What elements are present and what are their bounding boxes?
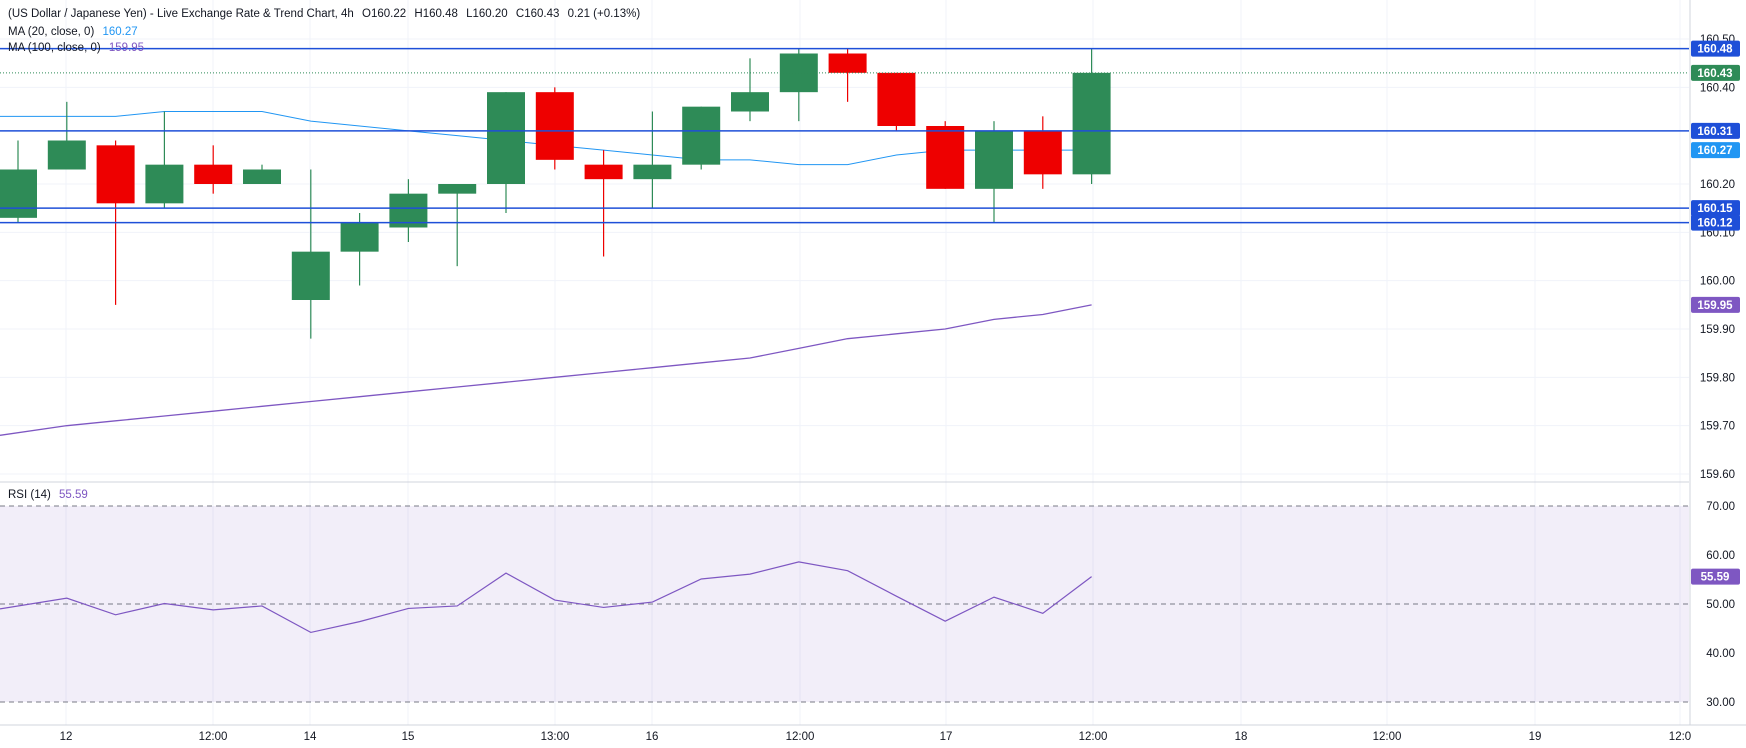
ohlc-low: L160.20 — [466, 8, 508, 20]
level-price-tag: 160.31 — [1697, 126, 1733, 138]
candle-bearish — [926, 126, 965, 189]
level-price-tag-bg — [1691, 40, 1740, 57]
price-tick-label: 160.40 — [1700, 82, 1735, 94]
candle-bullish — [291, 251, 330, 300]
price-tick-label: 159.80 — [1700, 372, 1735, 384]
ma100-price-tag-bg — [1691, 296, 1740, 313]
current-price-tag-bg — [1691, 64, 1740, 81]
candle-bullish — [340, 222, 379, 252]
ohlc-close: C160.43 — [515, 8, 560, 20]
candle-bullish — [0, 169, 37, 218]
ma100-price-tag: 159.95 — [1697, 300, 1733, 312]
candle-bullish — [975, 130, 1013, 189]
candle-bearish — [584, 164, 623, 180]
chart-legend-title: (US Dollar / Japanese Yen) - Live Exchan… — [8, 8, 645, 20]
legend-rsi[interactable]: RSI (14) 55.59 — [8, 489, 93, 501]
ohlc-change: 0.21 (+0.13%) — [567, 8, 641, 20]
ma20-price-tag-bg — [1691, 142, 1740, 159]
time-tick-label: 13:00 — [541, 731, 570, 743]
time-tick-label: 12:00 — [1079, 731, 1108, 743]
candle-bullish — [389, 193, 428, 228]
current-price-tag: 160.43 — [1697, 68, 1732, 80]
candle-bullish — [633, 164, 672, 180]
ma20-value: 160.27 — [102, 26, 138, 38]
level-lines — [0, 47, 1689, 224]
ohlc-high: H160.48 — [414, 8, 458, 20]
level-price-tag-bg — [1691, 214, 1740, 231]
time-tick-label: 12:00 — [199, 731, 228, 743]
rsi-tick-label: 30.00 — [1706, 697, 1735, 709]
time-tick-label: 15 — [402, 731, 415, 743]
ohlc-open: O160.22 — [362, 8, 407, 20]
level-price-tag-bg — [1691, 200, 1740, 217]
rsi-line — [0, 561, 1092, 634]
rsi-tick-label: 50.00 — [1706, 599, 1735, 611]
rsi-tick-label: 70.00 — [1706, 501, 1735, 513]
time-tick-label: 18 — [1235, 731, 1248, 743]
rsi-panel — [0, 505, 1689, 703]
candle-bullish — [682, 106, 721, 165]
candle-bullish — [243, 169, 281, 184]
time-tick-label: 14 — [304, 731, 317, 743]
rsi-label: RSI (14) — [8, 489, 51, 501]
time-tick-label: 16 — [646, 731, 659, 743]
price-tick-label: 159.90 — [1700, 324, 1735, 336]
rsi-value-tag: 55.59 — [1701, 572, 1730, 584]
ma20-label: MA (20, close, 0) — [8, 26, 95, 38]
candle-bearish — [1023, 130, 1062, 175]
legend-ma20[interactable]: MA (20, close, 0) 160.27 — [8, 26, 143, 38]
candle-bullish — [487, 92, 525, 184]
candle-bullish — [438, 184, 477, 194]
candle-bullish — [145, 164, 184, 204]
price-tick-label: 160.20 — [1700, 179, 1735, 191]
candles — [0, 48, 1111, 339]
level-price-tag: 160.15 — [1697, 203, 1733, 215]
ma100-value: 159.95 — [108, 42, 145, 54]
legend-ma100[interactable]: MA (100, close, 0) 159.95 — [8, 42, 149, 54]
time-tick-label: 12:0 — [1669, 731, 1691, 743]
price-tick-label: 160.00 — [1700, 276, 1735, 288]
ma100-line — [0, 304, 1092, 436]
rsi-tick-label: 40.00 — [1706, 648, 1735, 660]
candle-bullish — [47, 140, 86, 170]
ma100-label: MA (100, close, 0) — [8, 42, 101, 54]
price-tick-label: 159.60 — [1700, 469, 1735, 481]
level-price-tag: 160.12 — [1697, 218, 1732, 230]
time-tick-label: 12:00 — [786, 731, 815, 743]
candle-bearish — [194, 164, 233, 184]
ma20-price-tag: 160.27 — [1697, 145, 1732, 157]
level-price-tag: 160.48 — [1697, 44, 1733, 56]
level-price-tag-bg — [1691, 122, 1740, 139]
candle-bearish — [877, 72, 916, 126]
candle-bearish — [535, 92, 574, 160]
candle-bearish — [96, 145, 135, 204]
time-tick-label: 17 — [940, 731, 953, 743]
time-tick-label: 19 — [1529, 731, 1542, 743]
rsi-value: 55.59 — [59, 489, 88, 501]
time-tick-label: 12 — [60, 731, 73, 743]
symbol-title: (US Dollar / Japanese Yen) - Live Exchan… — [8, 8, 354, 20]
price-tick-label: 159.70 — [1700, 421, 1735, 433]
time-tick-label: 12:00 — [1373, 731, 1402, 743]
candle-bullish — [1072, 72, 1111, 175]
rsi-value-tag-bg — [1691, 568, 1740, 585]
rsi-tick-label: 60.00 — [1706, 550, 1735, 562]
candle-bearish — [828, 53, 867, 73]
candle-bullish — [731, 92, 769, 112]
